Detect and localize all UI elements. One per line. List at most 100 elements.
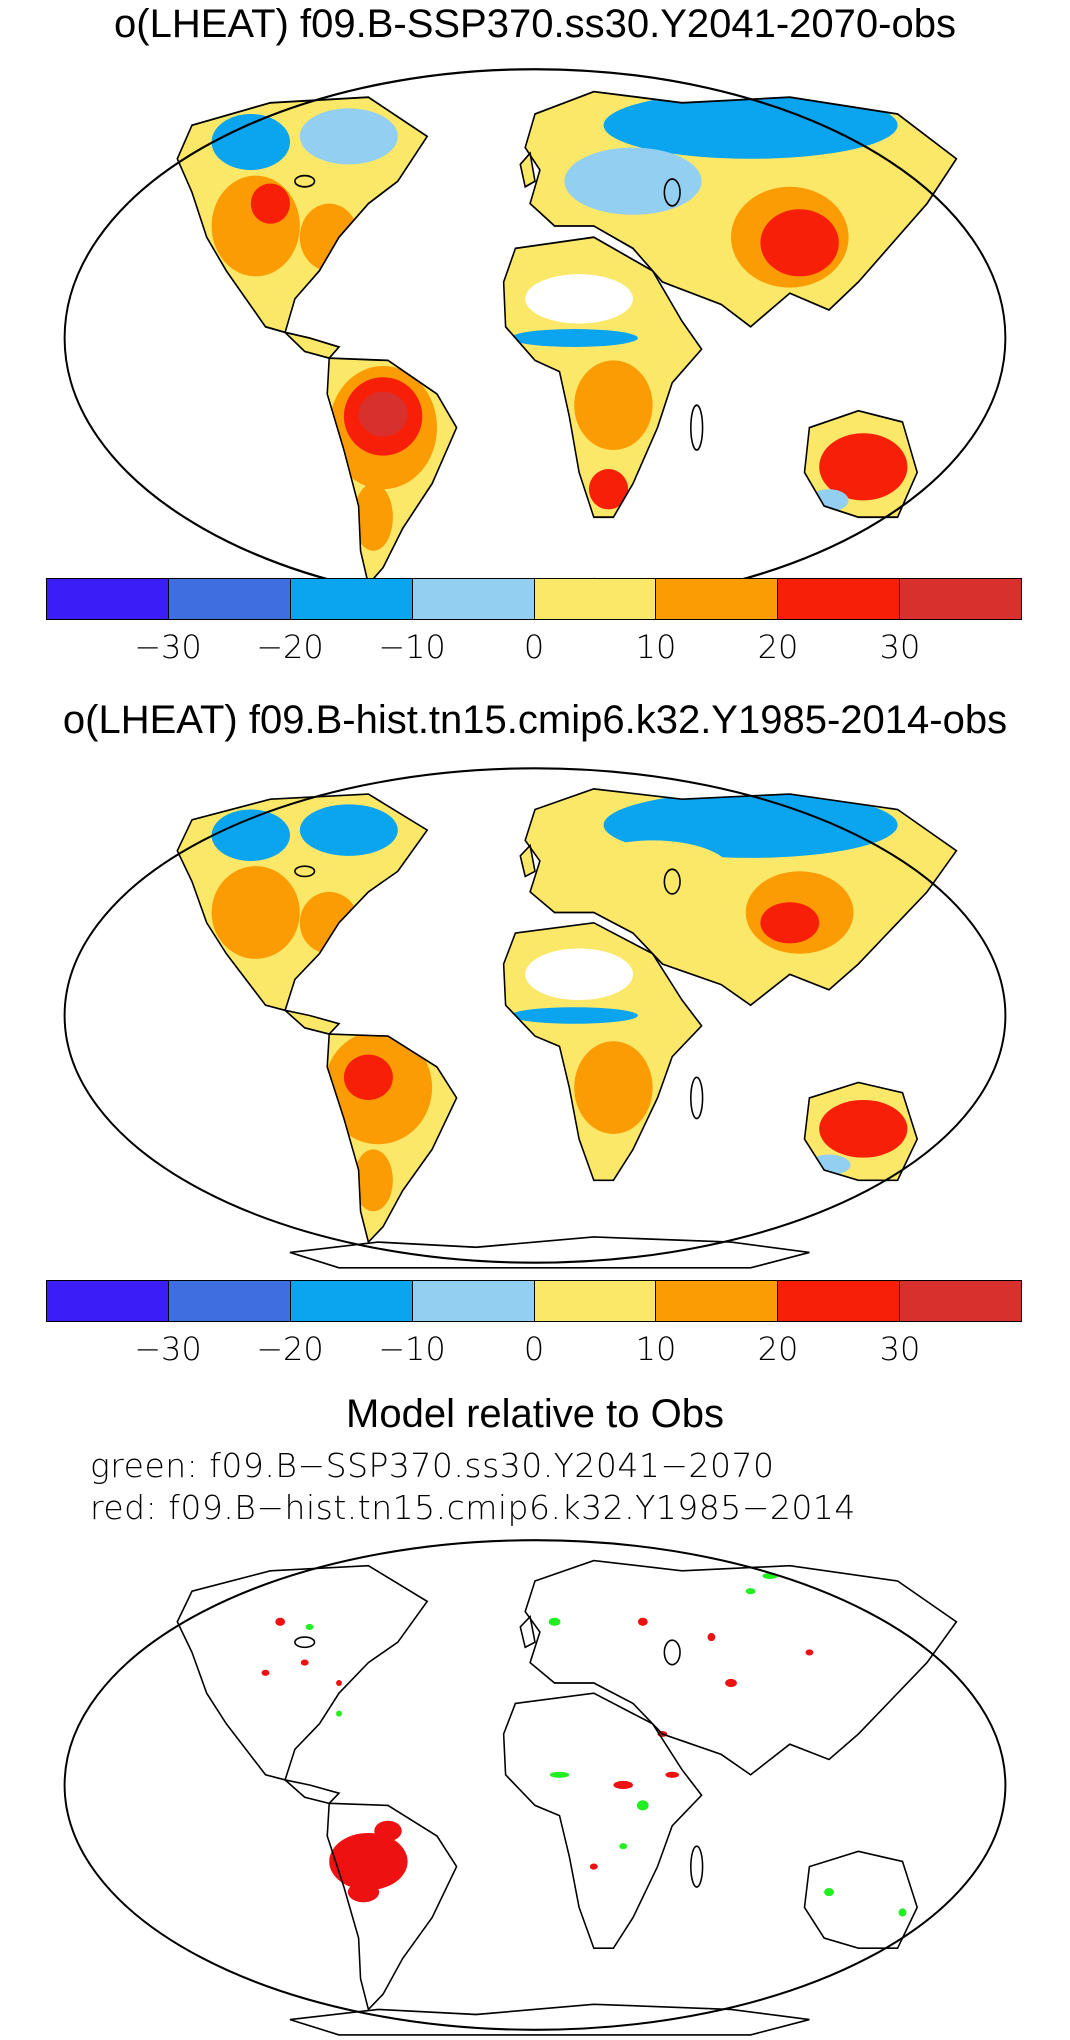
value-region	[299, 108, 398, 165]
colorbar-segment	[47, 1281, 169, 1321]
colorbar-tick-label: −10	[378, 1330, 446, 1368]
red-anomaly-patch	[347, 1881, 380, 1903]
coastline	[524, 788, 958, 1007]
coastline	[803, 1081, 919, 1182]
colorbar-segment	[290, 1281, 413, 1321]
value-region	[525, 274, 633, 324]
coastline	[176, 96, 429, 334]
colorbar-tick-label: −10	[378, 628, 446, 666]
green-anomaly-patch	[898, 1908, 907, 1917]
red-anomaly-patch	[725, 1678, 737, 1688]
red-anomaly-patch	[613, 1780, 633, 1790]
colorbar-segment	[656, 1281, 779, 1321]
colorbar-tick-label: 0	[523, 628, 545, 666]
panel-2-map	[63, 767, 1007, 1269]
value-region	[299, 203, 359, 271]
madagascar	[690, 1845, 704, 1888]
colorbar-segment	[168, 1281, 291, 1321]
value-region	[353, 1149, 393, 1212]
colorbar-segment	[534, 1281, 657, 1321]
value-region	[603, 791, 898, 858]
madagascar	[690, 404, 704, 451]
caspian-sea	[663, 1639, 681, 1666]
globe-outline	[63, 767, 1007, 1264]
madagascar	[690, 1076, 704, 1120]
coastline	[524, 90, 958, 328]
colorbar-segment	[778, 579, 901, 619]
red-anomaly-patch	[374, 1820, 402, 1842]
comparison-map	[63, 1539, 1007, 2036]
green-anomaly-patch	[824, 1888, 834, 1897]
coastline	[803, 409, 919, 519]
coastline	[176, 1564, 429, 1781]
coastline	[519, 843, 536, 878]
value-region	[574, 840, 731, 903]
coastline	[326, 1033, 458, 1244]
colorbar-tick-label: 0	[523, 1330, 545, 1368]
panel-1-title: o(LHEAT) f09.B-SSP370.ss30.Y2041-2070-ob…	[114, 2, 956, 46]
value-region	[358, 391, 408, 437]
colorbar-tick-label: −30	[134, 628, 202, 666]
colorbar-tick-label: 30	[879, 628, 921, 666]
red-anomaly-patch	[336, 1679, 342, 1687]
coastline	[502, 921, 703, 1182]
red-anomaly-patch	[300, 1659, 309, 1666]
coastline	[524, 1559, 958, 1776]
coastline	[502, 1692, 703, 1950]
value-region	[250, 183, 290, 224]
globe-outline	[63, 1539, 1007, 2031]
caspian-sea	[663, 178, 681, 207]
value-region	[510, 329, 638, 347]
value-region	[819, 1099, 908, 1158]
colorbar-segment	[534, 579, 657, 619]
coastline	[289, 2003, 810, 2036]
green-anomaly-patch	[336, 1710, 342, 1717]
great-lakes	[294, 865, 316, 878]
colorbar-tick-label: 10	[635, 628, 677, 666]
colorbar-tick-label: −20	[256, 1330, 324, 1368]
colorbar-segment	[412, 579, 535, 619]
colorbar-segment	[168, 579, 291, 619]
coastline	[282, 1008, 341, 1035]
colorbar-tick-label: 20	[757, 628, 799, 666]
value-region	[299, 804, 398, 856]
coastline	[282, 1778, 341, 1805]
red-anomaly-patch	[261, 1669, 270, 1676]
coastline	[502, 236, 703, 519]
red-anomaly-patch	[637, 1617, 648, 1626]
value-region	[564, 147, 702, 215]
value-region	[574, 1041, 653, 1134]
panel-1-map	[63, 68, 1007, 614]
colorbar-segment	[47, 579, 169, 619]
value-region	[211, 809, 290, 861]
colorbar-tick-label: 10	[635, 1330, 677, 1368]
green-anomaly-patch	[549, 1771, 570, 1778]
colorbar-segment	[656, 579, 779, 619]
value-region	[353, 483, 393, 551]
value-region	[760, 209, 839, 277]
coastline	[282, 330, 341, 360]
coastline	[326, 1802, 458, 2011]
comparison-title: Model relative to Obs	[346, 1392, 724, 1436]
coastline	[519, 151, 536, 189]
colorbar-tick-label: 20	[757, 1330, 799, 1368]
red-anomaly-patch	[329, 1832, 408, 1891]
coastline	[519, 1615, 536, 1649]
value-region	[299, 891, 359, 954]
value-region	[819, 433, 908, 501]
great-lakes	[294, 1636, 316, 1649]
colorbar-tick-label: −20	[256, 628, 324, 666]
panel-2-title: o(LHEAT) f09.B-hist.tn15.cmip6.k32.Y1985…	[62, 698, 1008, 742]
value-region	[343, 1054, 393, 1100]
value-region	[574, 360, 653, 450]
value-region	[525, 948, 633, 1001]
comparison-green-legend: green: f09.B−SSP370.ss30.Y2041−2070	[90, 1446, 775, 1485]
red-anomaly-patch	[805, 1649, 814, 1656]
caspian-sea	[663, 868, 681, 895]
panel-2-colorbar	[46, 1280, 1022, 1322]
colorbar-segment	[412, 1281, 535, 1321]
red-anomaly-patch	[665, 1771, 680, 1778]
coastline	[176, 793, 429, 1012]
red-anomaly-patch	[707, 1633, 716, 1642]
value-region	[211, 866, 300, 959]
